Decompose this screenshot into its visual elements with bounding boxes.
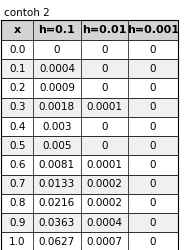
Bar [1,232,178,250]
Text: 0.0133: 0.0133 [39,179,75,189]
Text: 0.9: 0.9 [9,218,26,228]
Bar [1,194,178,213]
Text: 0.0007: 0.0007 [87,237,122,247]
Text: 0: 0 [150,102,156,112]
Text: h=0.1: h=0.1 [38,25,75,35]
Text: 0.5: 0.5 [9,141,26,151]
Bar [1,20,178,40]
Bar [1,213,178,232]
Text: 0.0009: 0.0009 [39,83,75,93]
Text: 0: 0 [101,64,108,74]
Bar [1,117,178,136]
Bar [1,155,178,174]
Text: 0: 0 [101,45,108,55]
Text: 0.4: 0.4 [9,122,26,132]
Text: 0: 0 [150,122,156,132]
Text: 0.0216: 0.0216 [39,198,75,208]
Text: 0.0001: 0.0001 [87,102,122,112]
Text: 0.2: 0.2 [9,83,26,93]
Text: 0: 0 [101,122,108,132]
Text: 0.0004: 0.0004 [39,64,75,74]
Bar [1,136,178,155]
Text: 0: 0 [150,45,156,55]
Text: 0.8: 0.8 [9,198,26,208]
Text: 0.7: 0.7 [9,179,26,189]
Text: 0: 0 [150,83,156,93]
Bar [1,59,178,78]
Text: 0.3: 0.3 [9,102,26,112]
Text: h=0.01: h=0.01 [82,25,127,35]
Text: 0.0081: 0.0081 [39,160,75,170]
Text: 0: 0 [150,160,156,170]
Text: 0.0001: 0.0001 [87,160,122,170]
Text: 0: 0 [54,45,60,55]
Text: 0.0: 0.0 [9,45,26,55]
Text: contoh 2: contoh 2 [4,8,49,18]
Text: 0.0002: 0.0002 [87,198,122,208]
Text: 0: 0 [150,64,156,74]
Text: 0: 0 [150,237,156,247]
Text: 0: 0 [101,83,108,93]
Text: 0: 0 [150,198,156,208]
Text: 0.6: 0.6 [9,160,26,170]
Text: 0.0018: 0.0018 [39,102,75,112]
Text: h=0.001: h=0.001 [127,25,179,35]
Text: x: x [14,25,21,35]
Text: 0.003: 0.003 [42,122,72,132]
Text: 0.1: 0.1 [9,64,26,74]
Text: 0.0002: 0.0002 [87,179,122,189]
Text: 0.0363: 0.0363 [39,218,75,228]
Text: 0.0004: 0.0004 [87,218,122,228]
Bar [1,78,178,98]
Text: 0.0627: 0.0627 [39,237,75,247]
Text: 0: 0 [150,218,156,228]
Text: 0: 0 [150,179,156,189]
Bar [1,40,178,59]
Text: 1.0: 1.0 [9,237,26,247]
Bar [1,98,178,117]
Text: 0: 0 [101,141,108,151]
Text: 0: 0 [150,141,156,151]
Text: 0.005: 0.005 [42,141,72,151]
Bar [1,174,178,194]
